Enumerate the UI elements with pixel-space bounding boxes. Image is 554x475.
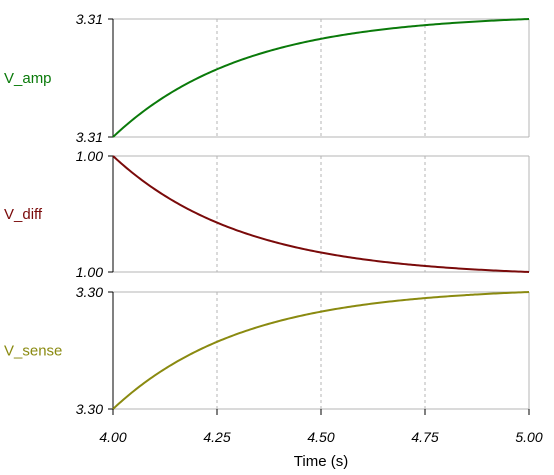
x-tick-label: 4.50 <box>307 429 334 445</box>
series-line-v-amp <box>112 18 530 138</box>
series-line-v-diff <box>112 155 530 273</box>
x-tick-label: 4.25 <box>203 429 230 445</box>
y-tick-label-top: 3.31 <box>76 11 103 27</box>
plot-area: 3.31 3.31 V_amp 1.00 1.00 V_diff 3.30 3.30 V_sen… <box>4 11 530 417</box>
y-tick-label-top: 3.30 <box>76 284 103 300</box>
series-line-v-sense <box>112 291 530 410</box>
series-name-label: V_sense <box>4 343 62 360</box>
y-tick-label-bottom: 1.00 <box>76 264 103 280</box>
y-tick-label-bottom: 3.31 <box>76 129 103 145</box>
x-axis-title: Time (s) <box>294 453 348 470</box>
series-name-label: V_diff <box>4 206 43 223</box>
x-tick-label: 4.00 <box>99 429 126 445</box>
y-tick-label-top: 1.00 <box>76 148 103 164</box>
x-tick-label: 5.00 <box>515 429 542 445</box>
panel-v-diff: 1.00 1.00 V_diff <box>4 148 530 280</box>
x-axis: 4.00 4.25 4.50 4.75 5.00 <box>99 409 543 445</box>
series-name-label: V_amp <box>4 70 52 87</box>
panel-v-sense: 3.30 3.30 V_sense <box>4 284 530 417</box>
x-tick-label: 4.75 <box>411 429 438 445</box>
panel-v-amp: 3.31 3.31 V_amp <box>4 11 530 145</box>
y-tick-label-bottom: 3.30 <box>76 401 103 417</box>
